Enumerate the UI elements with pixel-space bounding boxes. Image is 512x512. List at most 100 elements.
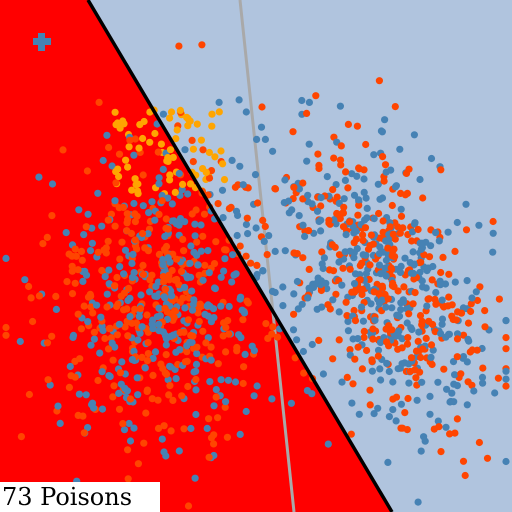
data-point <box>126 294 134 302</box>
data-point <box>340 203 348 211</box>
data-point <box>124 475 132 483</box>
data-point <box>475 221 483 229</box>
data-point <box>481 323 489 331</box>
data-point <box>438 320 446 328</box>
data-point <box>48 332 56 340</box>
data-point <box>273 333 282 341</box>
data-point <box>451 247 459 255</box>
data-point <box>231 378 240 386</box>
data-point <box>175 221 183 229</box>
data-point <box>374 404 382 412</box>
data-point <box>449 358 458 366</box>
data-point <box>380 177 388 185</box>
data-point <box>48 212 56 220</box>
data-point <box>228 156 236 164</box>
data-point <box>176 215 185 223</box>
data-point <box>175 447 183 455</box>
data-point <box>188 287 196 295</box>
data-point <box>258 103 266 111</box>
data-point <box>396 364 404 372</box>
data-point <box>337 142 345 150</box>
data-point <box>143 386 151 394</box>
data-point <box>108 339 116 347</box>
data-point <box>17 433 25 441</box>
data-point <box>187 242 195 250</box>
data-point <box>220 319 228 327</box>
data-point <box>130 199 138 208</box>
data-point <box>368 367 376 375</box>
data-point <box>290 183 298 191</box>
data-point <box>201 310 209 318</box>
data-point <box>351 270 360 278</box>
data-point <box>28 317 37 326</box>
data-point <box>176 346 184 354</box>
data-point <box>219 214 227 222</box>
data-point <box>437 448 445 456</box>
data-point <box>313 280 321 288</box>
data-point <box>160 278 168 286</box>
data-point <box>110 382 118 390</box>
data-point <box>222 398 230 406</box>
data-point <box>207 356 215 364</box>
data-point <box>313 305 321 313</box>
data-point <box>217 376 225 384</box>
data-point <box>335 336 343 344</box>
data-point <box>35 292 44 300</box>
data-point <box>416 312 425 320</box>
data-point <box>364 245 373 253</box>
data-point <box>418 239 426 247</box>
data-point <box>212 393 220 401</box>
data-point <box>126 395 135 403</box>
data-point <box>236 430 244 438</box>
data-point <box>204 247 212 255</box>
data-point <box>94 248 102 256</box>
data-point <box>366 261 374 269</box>
data-point <box>295 212 303 220</box>
data-point <box>221 255 229 263</box>
data-point <box>82 223 90 231</box>
data-point <box>359 236 367 244</box>
data-point <box>346 265 354 273</box>
data-point <box>2 254 10 262</box>
data-point <box>104 216 112 224</box>
data-point <box>259 267 267 275</box>
data-point <box>472 288 480 296</box>
data-point <box>107 210 115 218</box>
data-point <box>209 305 218 313</box>
data-point <box>239 316 247 324</box>
data-point <box>126 437 135 445</box>
data-point <box>391 183 400 191</box>
data-point <box>349 380 357 388</box>
data-point <box>366 386 374 394</box>
data-point <box>453 330 462 338</box>
data-point <box>160 448 168 456</box>
data-point <box>149 325 157 333</box>
data-point <box>74 310 82 318</box>
data-point <box>25 390 33 399</box>
data-point <box>340 195 348 203</box>
data-point <box>112 179 120 187</box>
data-point <box>221 246 229 254</box>
data-point <box>157 360 165 368</box>
data-point <box>207 318 215 326</box>
data-point <box>89 309 97 317</box>
poison-point <box>171 188 179 196</box>
data-point <box>377 270 385 278</box>
data-point <box>408 237 416 245</box>
data-point <box>354 335 362 343</box>
data-point <box>315 161 323 169</box>
data-point <box>183 342 191 350</box>
data-point <box>412 347 421 355</box>
data-point <box>184 382 192 391</box>
data-point <box>502 345 510 353</box>
data-point <box>338 378 346 386</box>
data-point <box>293 336 301 344</box>
data-point <box>318 248 326 256</box>
data-point <box>418 321 426 329</box>
data-point <box>179 294 187 302</box>
data-point <box>344 327 352 335</box>
plus-icon[interactable] <box>33 33 51 51</box>
data-point <box>341 176 349 184</box>
data-point <box>125 284 133 292</box>
